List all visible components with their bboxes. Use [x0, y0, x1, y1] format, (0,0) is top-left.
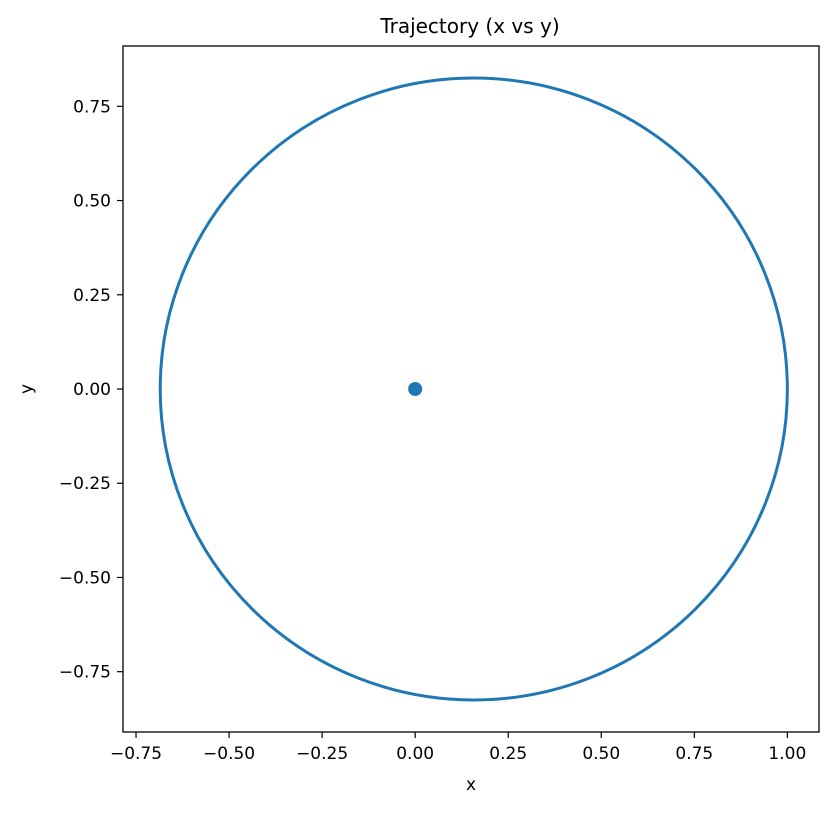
x-tick-label: 0.50 — [582, 744, 620, 764]
axes-frame — [122, 45, 820, 733]
x-tick-label: 0.00 — [396, 744, 434, 764]
y-tick-label: −0.50 — [59, 568, 111, 588]
x-axis-ticks: −0.75 −0.50 −0.25 0.00 0.25 0.50 0.75 1.00 — [110, 732, 806, 764]
y-tick-label: 0.75 — [73, 97, 111, 117]
x-tick-label: 1.00 — [768, 744, 806, 764]
x-tick-label: 0.25 — [489, 744, 527, 764]
y-axis-ticks: −0.75 −0.50 −0.25 0.00 0.25 0.50 0.75 — [59, 97, 123, 683]
y-tick-label: −0.25 — [59, 474, 111, 494]
x-tick-label: −0.50 — [203, 744, 255, 764]
x-tick-label: −0.25 — [296, 744, 348, 764]
x-tick-label: 0.75 — [675, 744, 713, 764]
chart-title: Trajectory (x vs y) — [379, 14, 559, 38]
trajectory-line — [158, 76, 789, 702]
y-tick-label: 0.25 — [73, 286, 111, 306]
y-axis-label: y — [17, 384, 37, 394]
y-tick-label: 0.00 — [73, 380, 111, 400]
x-tick-label: −0.75 — [110, 744, 162, 764]
plot-area — [158, 76, 789, 702]
x-axis-label: x — [466, 775, 476, 795]
central-point-marker — [408, 382, 423, 396]
y-tick-label: 0.50 — [73, 192, 111, 212]
y-tick-label: −0.75 — [59, 663, 111, 683]
